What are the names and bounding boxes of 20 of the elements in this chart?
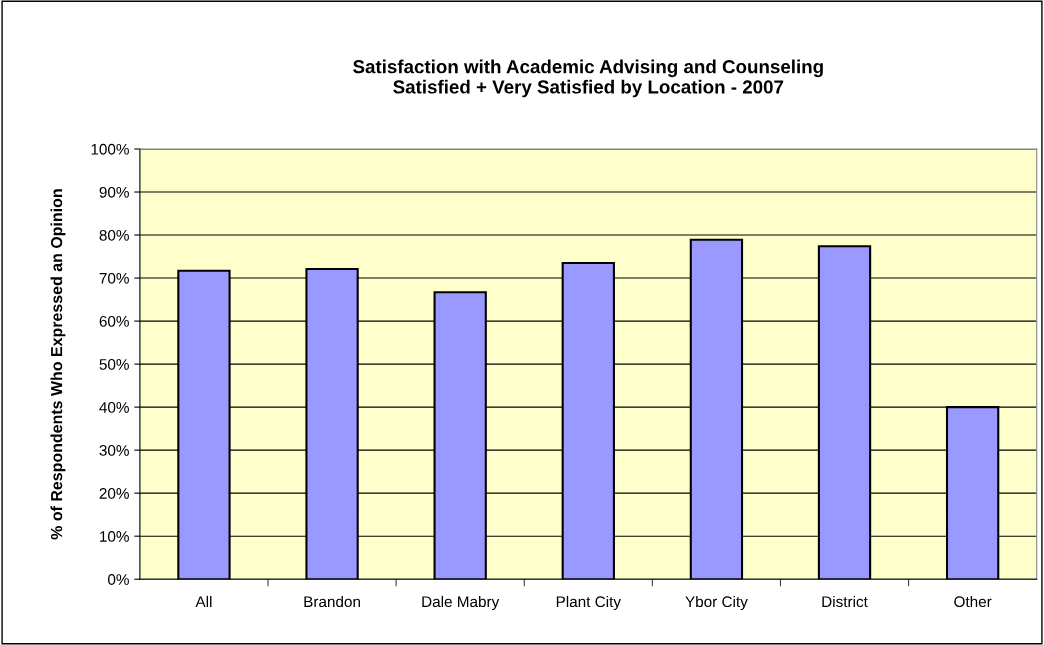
y-tick-label: 40% [99, 401, 129, 413]
y-tick-label: 90% [99, 186, 129, 198]
y-tick-label: 80% [99, 229, 129, 241]
y-axis-title: % of Respondents Who Expressed an Opinion [50, 189, 66, 540]
y-tick-label: 0% [107, 574, 129, 585]
y-tick-label: 10% [100, 531, 129, 542]
x-tick-label: All [195, 595, 212, 607]
chart-title: Satisfaction with Academic Advising and Counseling Satisfied + Very Satisfied by Location - 2007 [353, 59, 823, 98]
y-tick-label: 30% [99, 445, 129, 456]
x-tick-label: Brandon [304, 595, 360, 608]
x-tick-label: Dale Mabry [422, 595, 500, 611]
y-tick-label: 60% [99, 315, 129, 327]
x-tick-label: Plant City [556, 595, 621, 611]
y-tick-label: 70% [99, 272, 129, 284]
y-tick-label: 100% [91, 143, 129, 155]
y-tick-label: 50% [99, 358, 129, 370]
x-tick-label: District [822, 595, 868, 608]
x-tick-label: Other [954, 595, 992, 608]
y-tick-label: 20% [99, 488, 129, 499]
x-tick-label: Ybor City [685, 595, 748, 611]
